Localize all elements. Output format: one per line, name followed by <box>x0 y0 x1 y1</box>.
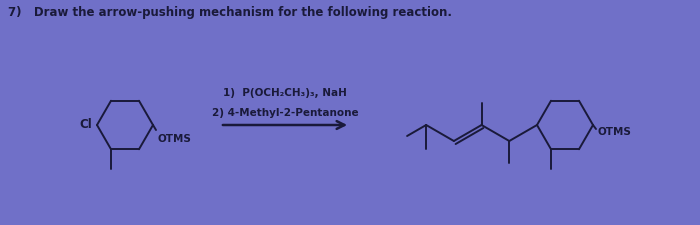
Text: 2) 4-Methyl-2-Pentanone: 2) 4-Methyl-2-Pentanone <box>211 108 358 117</box>
Text: 7)   Draw the arrow-pushing mechanism for the following reaction.: 7) Draw the arrow-pushing mechanism for … <box>8 6 452 19</box>
Text: Cl: Cl <box>79 118 92 131</box>
Text: 1)  P(OCH₂CH₃)₃, NaH: 1) P(OCH₂CH₃)₃, NaH <box>223 88 347 98</box>
Text: OTMS: OTMS <box>597 126 631 136</box>
Text: OTMS: OTMS <box>157 133 191 143</box>
